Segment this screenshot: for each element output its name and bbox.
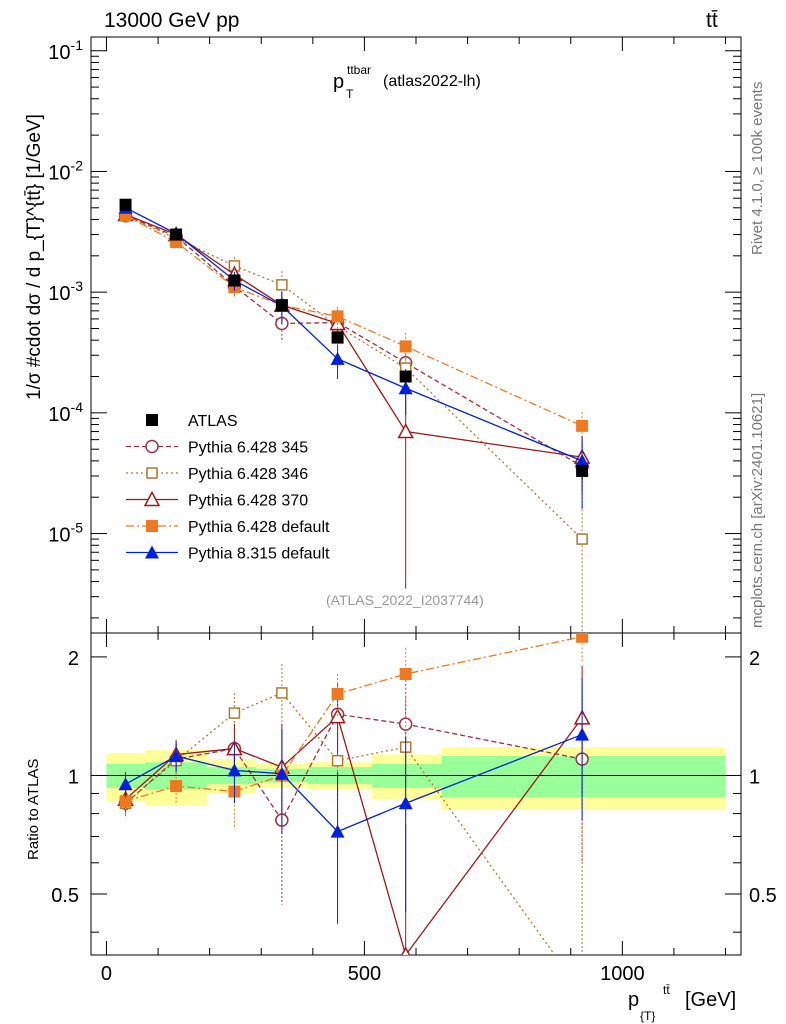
ratio-tick-label: 1 — [68, 766, 79, 788]
axis-ticks: 0 500 1000 10-1 10-2 10-3 10-4 10-5 0.5 0.5 1 1 2 2 — [48, 37, 777, 985]
y-axis-label: 1/σ #cdot dσ / d p_{T}^{tt̄} [1/GeV] — [24, 114, 45, 400]
ratio-point-pythia-8-315-default — [575, 727, 590, 741]
ratio-axis-label: Ratio to ATLAS — [25, 759, 42, 860]
point-atlas — [399, 370, 412, 383]
ratio-tick-label-right: 2 — [749, 648, 760, 670]
legend-marker-pythia-6-428-345 — [145, 439, 159, 454]
ratio-line-pythia-6-428-346 — [125, 692, 556, 955]
point-pythia-6-428-346 — [576, 533, 588, 545]
x-label-main: p — [628, 989, 639, 1011]
ratio-tick-label: 0.5 — [51, 885, 79, 907]
point-atlas — [275, 299, 288, 312]
series-line-pythia-6-428-346 — [125, 215, 583, 540]
x-label-sup: tt̄ — [663, 983, 670, 997]
y-tick-label: 10-1 — [48, 37, 83, 64]
point-pythia-8-315-default — [575, 453, 590, 467]
ratio-series — [117, 633, 591, 998]
x-axis-label: p {T} tt̄ [GeV] — [628, 983, 736, 1023]
ratio-point-pythia-6-428-370 — [329, 708, 346, 724]
plot-title: p ttbar T (atlas2022-lh) — [333, 63, 481, 101]
ratio-point-pythia-6-428-default — [576, 633, 589, 643]
ratio-point-pythia-8-315-default — [227, 763, 242, 777]
header-energy: 13000 GeV pp — [104, 9, 239, 32]
legend-marker-pythia-6-428-346 — [146, 467, 158, 479]
title-subscript: T — [346, 87, 354, 101]
point-atlas — [119, 198, 132, 211]
legend: ATLAS Pythia 6.428 345 Pythia 6.428 346 Pyt… — [126, 413, 330, 563]
ratio-point-pythia-8-315-default — [398, 796, 413, 810]
ratio-point-pythia-6-428-default — [399, 667, 412, 680]
point-pythia-8-315-default — [330, 351, 345, 365]
legend-marker-pythia-8-315-default — [145, 545, 159, 559]
point-atlas — [228, 274, 241, 287]
mcplots-label: mcplots.cern.ch [arXiv:2401.10621] — [749, 393, 766, 628]
x-label-unit: [GeV] — [685, 989, 736, 1011]
ratio-point-pythia-8-315-default — [274, 766, 289, 780]
x-tick-label: 0 — [101, 963, 112, 985]
rivet-label: Rivet 4.1.0, ≥ 100k events — [749, 82, 766, 255]
y-tick-label: 10-5 — [48, 520, 83, 547]
title-main: p — [333, 71, 344, 93]
point-atlas — [170, 228, 183, 241]
point-pythia-6-428-default — [331, 310, 344, 323]
point-atlas — [331, 331, 344, 344]
point-pythia-6-428-default — [399, 340, 412, 353]
legend-marker-pythia-6-428-default — [146, 520, 158, 532]
ratio-point-pythia-6-428-370 — [401, 946, 411, 955]
main-panel-frame — [90, 36, 742, 634]
y-tick-label: 10-3 — [48, 278, 83, 305]
legend-marker-atlas — [146, 414, 158, 426]
header-process: tt̄ — [706, 9, 718, 32]
ratio-tick-label-right: 1 — [749, 766, 760, 788]
ratio-point-pythia-8-315-default — [118, 777, 133, 791]
ratio-point-pythia-6-428-default — [331, 688, 344, 701]
legend-label-pythia-6-428-default: Pythia 6.428 default — [188, 519, 330, 536]
main-series — [117, 198, 591, 633]
legend-label-atlas: ATLAS — [188, 413, 238, 430]
point-pythia-6-428-370 — [397, 422, 414, 439]
ratio-point-pythia-8-315-default — [169, 749, 184, 763]
ratio-tick-label: 2 — [68, 648, 79, 670]
legend-label-pythia-6-428-370: Pythia 6.428 370 — [188, 493, 308, 510]
point-pythia-6-428-346 — [276, 279, 288, 291]
title-suffix: (atlas2022-lh) — [383, 73, 481, 90]
point-pythia-6-428-default — [576, 419, 589, 432]
legend-label-pythia-8-315-default: Pythia 8.315 default — [188, 546, 330, 563]
legend-marker-pythia-6-428-370 — [143, 490, 161, 507]
y-tick-label: 10-2 — [48, 157, 83, 184]
x-tick-label: 1000 — [600, 963, 645, 985]
ratio-point-pythia-6-428-346 — [331, 754, 344, 767]
ratio-point-pythia-6-428-default — [170, 780, 183, 793]
ratio-point-pythia-6-428-346 — [228, 707, 241, 719]
ratio-point-pythia-6-428-default — [119, 795, 132, 808]
ratio-point-pythia-8-315-default — [330, 824, 345, 838]
x-tick-label: 500 — [348, 963, 381, 985]
point-pythia-8-315-default — [398, 381, 413, 395]
y-tick-label: 10-4 — [48, 399, 83, 426]
ratio-point-pythia-6-428-346 — [577, 988, 587, 998]
ratio-point-pythia-6-428-345 — [398, 717, 413, 731]
ratio-point-pythia-6-428-346 — [276, 687, 288, 699]
title-superscript: ttbar — [347, 63, 371, 77]
legend-label-pythia-6-428-345: Pythia 6.428 345 — [188, 440, 308, 457]
uncertainty-bands — [106, 747, 726, 810]
analysis-reference: (ATLAS_2022_I2037744) — [326, 592, 484, 608]
ratio-tick-label-right: 0.5 — [749, 885, 777, 907]
point-atlas — [576, 464, 589, 477]
x-label-sub: {T} — [640, 1009, 655, 1023]
legend-label-pythia-6-428-346: Pythia 6.428 346 — [188, 466, 308, 483]
